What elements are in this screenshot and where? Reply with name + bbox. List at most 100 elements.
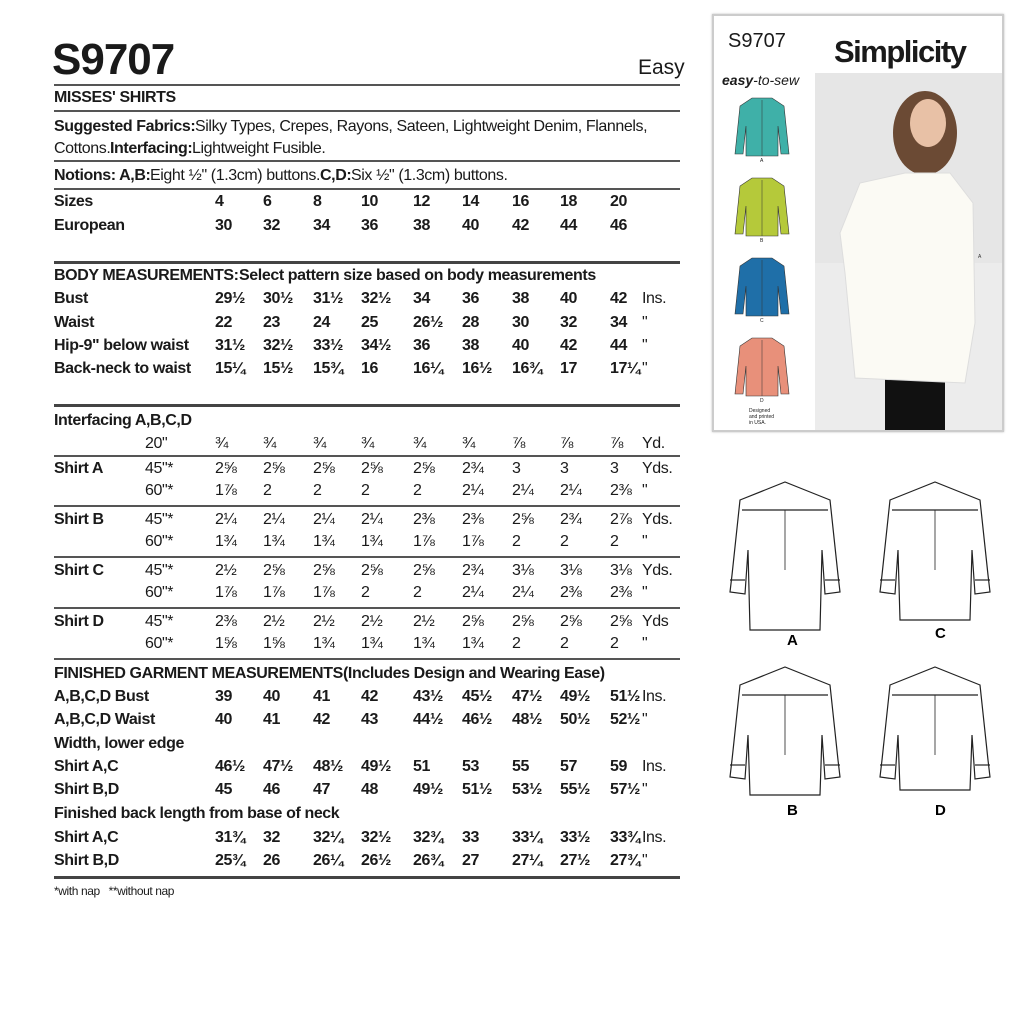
- cell-value: 30: [215, 217, 232, 234]
- view-c-thumbnail: [734, 256, 790, 318]
- cell-value: 2¼: [462, 482, 484, 499]
- row-label: Shirt A,C: [54, 829, 119, 846]
- cell-value: 49½: [413, 781, 443, 798]
- cell-value: 2¼: [361, 511, 383, 528]
- cell-value: 41: [313, 688, 330, 705]
- cell-value: 26½: [413, 314, 443, 331]
- model-photo: A: [815, 73, 1002, 430]
- cell-value: 47½: [263, 758, 293, 775]
- row-label: European: [54, 217, 125, 234]
- cell-value: 40: [263, 688, 280, 705]
- cell-value: 32¼: [313, 829, 343, 846]
- cell-value: 2: [313, 482, 322, 499]
- cell-value: 6: [263, 193, 272, 210]
- cell-value: 25: [361, 314, 378, 331]
- cell-value: 1⅝: [263, 635, 285, 652]
- cell-value: 39: [215, 688, 232, 705]
- brand-logo: Simplicity: [834, 34, 967, 69]
- cell-value: 46: [263, 781, 280, 798]
- line-art-label: A: [787, 632, 798, 649]
- cell-value: 4: [215, 193, 224, 210]
- divider: [54, 84, 680, 86]
- unit: ": [642, 533, 648, 550]
- cell-value: 31½: [313, 290, 343, 307]
- cell-value: ¾: [215, 435, 228, 452]
- pattern-number: S9707: [52, 35, 175, 84]
- view-label: C: [760, 318, 764, 324]
- cell-value: 2⅝: [361, 460, 383, 477]
- cell-value: 8: [313, 193, 322, 210]
- shirt-back-drawing: [879, 481, 991, 621]
- unit: ": [642, 781, 648, 798]
- cell-value: 3: [560, 460, 569, 477]
- cell-value: 26¾: [413, 852, 443, 869]
- cell-value: ¾: [263, 435, 276, 452]
- cell-value: 2⅜: [215, 613, 237, 630]
- cell-value: 36: [462, 290, 479, 307]
- cell-value: 27½: [560, 852, 590, 869]
- cell-value: 1¾: [361, 635, 383, 652]
- cell-value: 2: [560, 635, 569, 652]
- cell-value: 1⅞: [413, 533, 435, 550]
- cell-value: 30: [512, 314, 529, 331]
- unit: ": [642, 635, 648, 652]
- cell-value: 33½: [560, 829, 590, 846]
- unit: Ins.: [642, 688, 667, 705]
- cell-value: 2: [610, 533, 619, 550]
- cell-value: 47: [313, 781, 330, 798]
- shirt-label: Shirt D: [54, 613, 104, 630]
- footnote: *with nap **without nap: [54, 884, 175, 898]
- cell-value: 2⅝: [610, 613, 632, 630]
- cell-value: 26: [263, 852, 280, 869]
- cell-value: 1⅞: [215, 482, 237, 499]
- cell-value: 12: [413, 193, 430, 210]
- cell-value: 2: [413, 584, 422, 601]
- cell-value: 44½: [413, 711, 443, 728]
- easy-text: easy: [722, 72, 754, 88]
- cell-value: 45½: [462, 688, 492, 705]
- envelope-cover: S9707 Simplicity easy-to-sew A A B C D Desi…: [712, 14, 1004, 432]
- unit: Yds: [642, 613, 669, 630]
- cell-value: 38: [413, 217, 430, 234]
- cell-value: 2¼: [263, 511, 285, 528]
- cell-value: 38: [462, 337, 479, 354]
- cell-value: 2: [512, 635, 521, 652]
- fabrics-text: Silky Types, Crepes, Rayons, Sateen, Lig…: [195, 118, 648, 135]
- fabric-width: 20": [145, 435, 168, 452]
- row-label: Bust: [54, 290, 88, 307]
- cell-value: 44: [560, 217, 577, 234]
- cell-value: 34½: [361, 337, 391, 354]
- cell-value: 27: [462, 852, 479, 869]
- fabric-width: 60"*: [145, 584, 174, 601]
- cell-value: 15¾: [313, 360, 343, 377]
- cell-value: 16: [512, 193, 529, 210]
- cell-value: 2: [263, 482, 272, 499]
- cell-value: 2¾: [462, 562, 484, 579]
- cell-value: 46½: [462, 711, 492, 728]
- cell-value: 2½: [215, 562, 237, 579]
- divider: [54, 658, 680, 660]
- view-d-thumbnail: [734, 336, 790, 398]
- cell-value: 16¾: [512, 360, 542, 377]
- cell-value: 2: [610, 635, 619, 652]
- cell-value: 20: [610, 193, 627, 210]
- cell-value: 32½: [263, 337, 293, 354]
- divider: [54, 455, 680, 457]
- unit: ": [642, 314, 648, 331]
- cell-value: ¾: [462, 435, 475, 452]
- cell-value: 53: [462, 758, 479, 775]
- cell-value: 16: [361, 360, 378, 377]
- cell-value: 16½: [462, 360, 492, 377]
- cell-value: 51½: [462, 781, 492, 798]
- cell-value: 2¼: [512, 482, 534, 499]
- cell-value: 32½: [361, 290, 391, 307]
- cell-value: 33: [462, 829, 479, 846]
- cell-value: 2⅝: [313, 562, 335, 579]
- cell-value: 3: [610, 460, 619, 477]
- shirt-label: Shirt B: [54, 511, 104, 528]
- cell-value: ⅞: [560, 435, 573, 452]
- divider: [54, 876, 680, 879]
- cell-value: 32: [263, 217, 280, 234]
- line-art-label: C: [935, 625, 946, 642]
- cell-value: 2½: [413, 613, 435, 630]
